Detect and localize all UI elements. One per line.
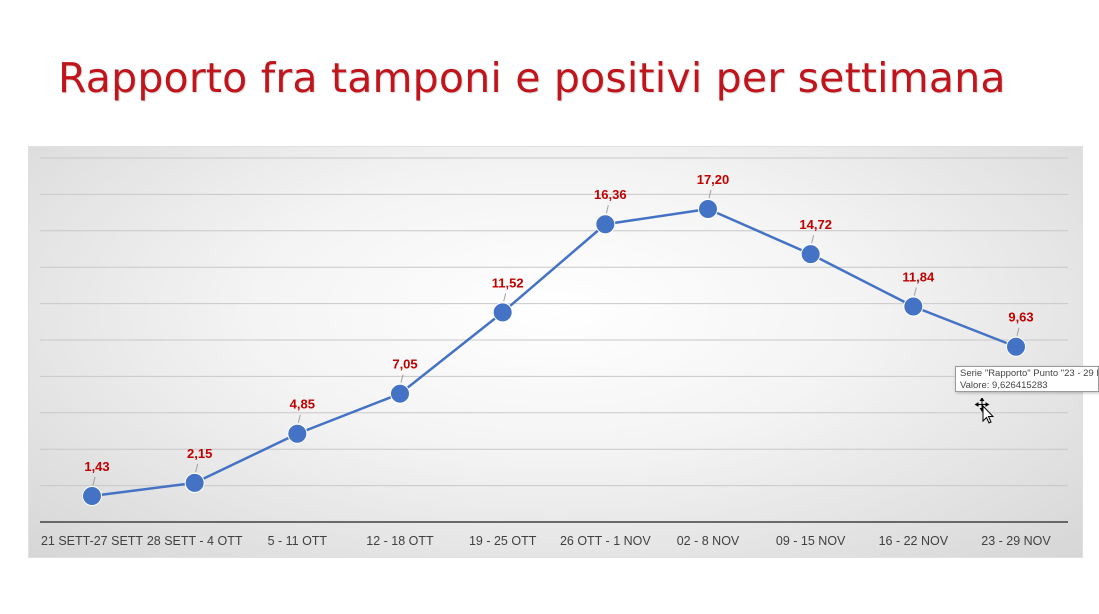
series-line[interactable] bbox=[91, 207, 1017, 498]
x-tick-label: 5 - 11 OTT bbox=[268, 534, 328, 548]
data-point[interactable] bbox=[492, 302, 513, 323]
x-tick-label: 16 - 22 NOV bbox=[879, 534, 949, 548]
data-point[interactable] bbox=[184, 472, 205, 493]
label-leader-line bbox=[503, 293, 507, 302]
label-leader-line bbox=[400, 374, 404, 383]
label-leader-line bbox=[605, 205, 609, 214]
data-point[interactable] bbox=[1006, 336, 1026, 357]
x-tick-label: 23 - 29 NOV bbox=[981, 534, 1051, 548]
x-tick-labels: 21 SETT-27 SETT 28 SETT - 4 OTT 5 - 11 OTT… bbox=[41, 534, 1051, 548]
label-leader-line bbox=[92, 476, 96, 486]
label-leader-line bbox=[708, 189, 712, 199]
x-tick-label: 26 OTT - 1 NOV bbox=[560, 534, 651, 548]
x-tick-label: 12 - 18 OTT bbox=[366, 534, 434, 548]
label-leader-line bbox=[1016, 327, 1020, 336]
slide-title: Rapporto fra tamponi e positivi per sett… bbox=[58, 54, 1006, 102]
data-label: 1,43 bbox=[84, 459, 109, 474]
series-points[interactable] bbox=[82, 198, 1026, 506]
x-tick-label: 02 - 8 NOV bbox=[677, 534, 740, 548]
x-tick-label: 19 - 25 OTT bbox=[469, 534, 537, 548]
data-label: 9,63 bbox=[1008, 310, 1033, 325]
data-point[interactable] bbox=[698, 198, 718, 219]
data-label: 17,20 bbox=[697, 172, 730, 187]
label-leader-line bbox=[811, 234, 815, 244]
data-point[interactable] bbox=[903, 296, 924, 317]
data-point[interactable] bbox=[390, 383, 410, 404]
series-line-rapporto[interactable] bbox=[91, 207, 1017, 498]
data-labels: 1,43 2,15 4,85 7,05 11,52 16,36 17,20 14,72 11,8… bbox=[84, 172, 1034, 486]
data-point[interactable] bbox=[595, 214, 616, 235]
tooltip-series-line: Serie "Rapporto" Punto "23 - 29 NOV" bbox=[960, 368, 1098, 379]
move-pointer-icon bbox=[974, 398, 994, 424]
x-tick-label: 09 - 15 NOV bbox=[776, 534, 846, 548]
label-leader-line bbox=[297, 414, 301, 423]
data-label: 11,52 bbox=[492, 275, 524, 290]
data-point[interactable] bbox=[800, 244, 821, 265]
data-label: 7,05 bbox=[392, 357, 417, 372]
label-leader-line bbox=[195, 463, 199, 472]
chart-area[interactable] bbox=[28, 146, 1083, 558]
data-label: 2,15 bbox=[187, 446, 212, 461]
x-tick-label: 21 SETT-27 SETT bbox=[41, 534, 143, 548]
data-label: 14,72 bbox=[799, 217, 832, 232]
data-point[interactable] bbox=[82, 485, 102, 506]
data-label: 16,36 bbox=[594, 187, 627, 202]
data-point[interactable] bbox=[287, 423, 308, 444]
x-tick-label: 28 SETT - 4 OTT bbox=[147, 534, 243, 548]
data-label: 11,84 bbox=[902, 270, 935, 285]
label-leader-line bbox=[913, 287, 917, 296]
data-label: 4,85 bbox=[290, 397, 315, 412]
gridlines bbox=[40, 157, 1068, 487]
chart-tooltip: Serie "Rapporto" Punto "23 - 29 NOV" Val… bbox=[955, 366, 1099, 392]
tooltip-value-line: Valore: 9,626415283 bbox=[960, 380, 1048, 391]
